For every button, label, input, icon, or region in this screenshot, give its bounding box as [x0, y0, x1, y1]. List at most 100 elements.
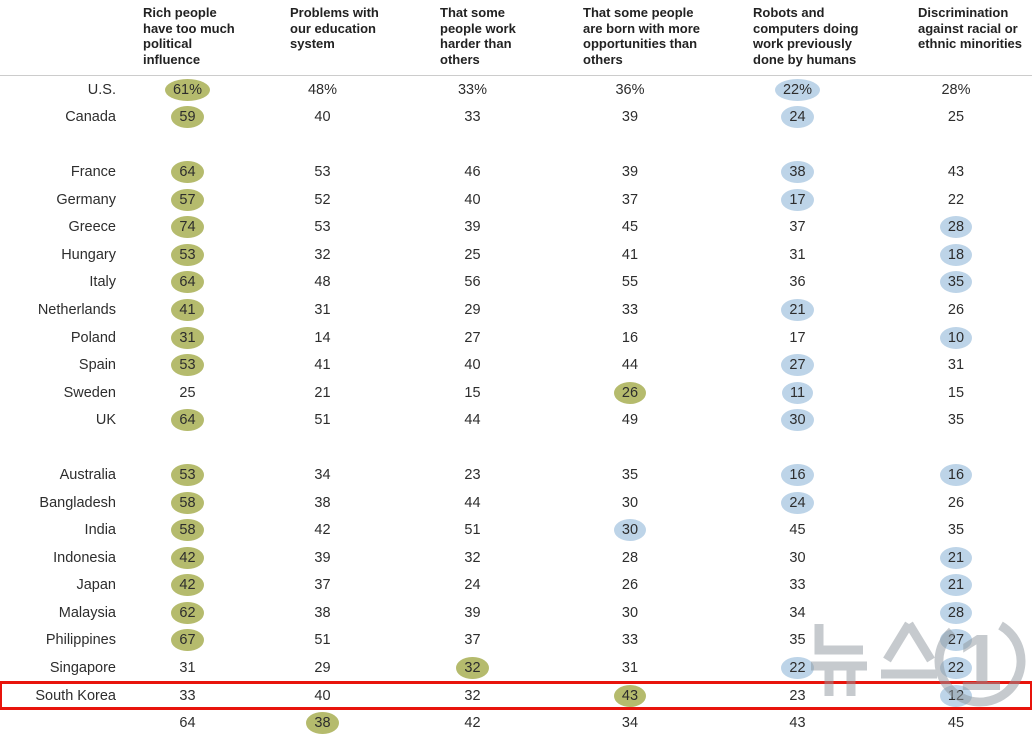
- value-cell: 30: [545, 519, 715, 542]
- table-row: Netherlands 41 31 29 33 21 26: [0, 296, 1032, 324]
- value-cell: 29: [464, 301, 481, 318]
- value-cell: 15: [464, 384, 481, 401]
- value-cell: 33%: [457, 81, 488, 98]
- value-cell: 37: [621, 191, 639, 208]
- value-cell: 26: [947, 494, 965, 511]
- blue-highlight-circle: 16: [939, 463, 973, 486]
- green-highlight-circle: 41: [171, 298, 204, 321]
- value-cell: 21: [880, 546, 1032, 569]
- blue-highlight-circle: 21: [781, 298, 814, 321]
- value-cell: 31: [130, 326, 245, 349]
- blue-highlight-circle: 28: [939, 601, 973, 624]
- value-cell: 64: [130, 409, 245, 432]
- value-cell: 48: [314, 274, 331, 291]
- value-cell: 37: [464, 632, 481, 649]
- value-cell: 40: [464, 357, 481, 374]
- green-highlight-circle: 74: [171, 216, 204, 239]
- green-highlight-circle: 43: [613, 684, 647, 707]
- table-row: Poland 31 14 27 16 17 10: [0, 324, 1032, 352]
- value-cell: 38: [314, 494, 331, 511]
- country-label: UK: [95, 412, 116, 429]
- value-cell: 16: [621, 329, 639, 346]
- value-cell: 41: [621, 246, 639, 263]
- blue-highlight-circle: 30: [781, 409, 814, 432]
- country-label: Greece: [68, 219, 116, 236]
- country-label: Spain: [78, 357, 116, 374]
- table-header-row: Rich people have too much political infl…: [0, 0, 1032, 76]
- value-cell: 31: [179, 660, 196, 677]
- value-cell: 39: [621, 109, 639, 126]
- green-highlight-circle: 64: [171, 409, 204, 432]
- value-cell: 11: [715, 381, 880, 404]
- column-header: That some people work harder than others: [440, 5, 516, 67]
- value-cell: 43: [545, 684, 715, 707]
- value-cell: 27: [715, 354, 880, 377]
- green-highlight-circle: 42: [171, 574, 204, 597]
- blue-highlight-circle: 24: [781, 106, 814, 129]
- green-highlight-circle: 64: [171, 160, 204, 183]
- value-cell: 16: [715, 463, 880, 486]
- value-cell: 21: [715, 298, 880, 321]
- table-row: Germany 57 52 40 37 17 22: [0, 186, 1032, 214]
- value-cell: 56: [464, 274, 481, 291]
- blue-highlight-circle: 27: [939, 629, 973, 652]
- value-cell: 14: [314, 329, 331, 346]
- value-cell: 10: [880, 326, 1032, 349]
- green-highlight-circle: 62: [171, 601, 204, 624]
- value-cell: 26: [545, 381, 715, 404]
- value-cell: 31: [314, 301, 331, 318]
- green-highlight-circle: 67: [171, 629, 204, 652]
- value-cell: 30: [621, 494, 639, 511]
- value-cell: 45: [789, 522, 806, 539]
- value-cell: 48%: [307, 81, 338, 98]
- green-highlight-circle: 61%: [164, 78, 211, 101]
- table-row: India 58 42 51 30 45 35: [0, 516, 1032, 544]
- blue-highlight-circle: 12: [939, 684, 973, 707]
- value-cell: 39: [621, 163, 639, 180]
- value-cell: 45: [621, 219, 639, 236]
- value-cell: 58: [130, 491, 245, 514]
- table-row: Spain 53 41 40 44 27 31: [0, 351, 1032, 379]
- country-label: South Korea: [35, 687, 116, 704]
- country-label: Canada: [65, 109, 116, 126]
- table-row: Indonesia 42 39 32 28 30 21: [0, 544, 1032, 572]
- value-cell: 36%: [615, 81, 645, 98]
- value-cell: 23: [789, 687, 806, 704]
- country-label: India: [84, 522, 116, 539]
- country-label: Philippines: [45, 632, 116, 649]
- value-cell: 17: [715, 188, 880, 211]
- value-cell: 35: [947, 522, 965, 539]
- value-cell: 67: [130, 629, 245, 652]
- blue-highlight-circle: 35: [939, 271, 973, 294]
- green-highlight-circle: 42: [171, 546, 204, 569]
- value-cell: 18: [880, 243, 1032, 266]
- value-cell: 30: [715, 409, 880, 432]
- value-cell: 31: [621, 660, 639, 677]
- value-cell: 28%: [941, 81, 971, 98]
- value-cell: 37: [314, 577, 331, 594]
- value-cell: 46: [464, 163, 481, 180]
- blue-highlight-circle: 22: [781, 657, 814, 680]
- value-cell: 21: [880, 574, 1032, 597]
- country-label: Germany: [56, 191, 116, 208]
- value-cell: 32: [314, 246, 331, 263]
- value-cell: 31: [947, 357, 965, 374]
- value-cell: 59: [130, 106, 245, 129]
- value-cell: 41: [314, 357, 331, 374]
- value-cell: 33: [179, 687, 196, 704]
- value-cell: 24: [715, 491, 880, 514]
- table-row: Philippines 67 51 37 33 35 27: [0, 627, 1032, 655]
- value-cell: 51: [314, 412, 331, 429]
- blue-highlight-circle: 16: [781, 463, 814, 486]
- value-cell: 25: [947, 109, 965, 126]
- green-highlight-circle: 38: [306, 712, 339, 735]
- blue-highlight-circle: 30: [613, 519, 647, 542]
- value-cell: 61%: [130, 78, 245, 101]
- value-cell: 44: [464, 412, 481, 429]
- value-cell: 28: [621, 549, 639, 566]
- value-cell: 34: [314, 466, 331, 483]
- value-cell: 28: [880, 216, 1032, 239]
- column-header: Rich people have too much political infl…: [143, 5, 235, 67]
- blue-highlight-circle: 11: [781, 381, 814, 404]
